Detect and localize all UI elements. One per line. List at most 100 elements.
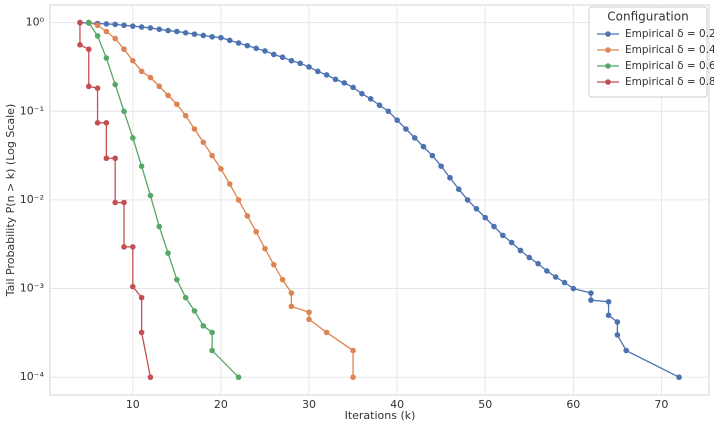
marker [438,163,444,170]
marker [121,244,127,250]
legend-label: Empirical δ = 0.4 [625,44,714,56]
marker [121,199,127,206]
marker [174,276,180,283]
marker [138,329,145,336]
marker [112,35,118,42]
marker [315,68,321,75]
x-tick-label: 30 [302,398,316,411]
marker [94,22,101,29]
marker [385,108,392,115]
marker [209,33,215,40]
grid [50,5,709,395]
marker [235,40,242,46]
marker [535,260,541,267]
marker [306,316,312,323]
marker [165,27,171,34]
x-tick-label: 40 [390,398,404,411]
marker [605,312,612,319]
marker [130,57,136,64]
marker [94,33,101,39]
marker [103,55,110,61]
legend-label: Empirical δ = 0.8 [625,76,714,88]
marker [209,329,215,336]
marker [411,135,418,141]
marker [209,152,215,159]
marker [174,28,180,35]
marker [130,23,136,29]
marker [94,85,101,92]
x-tick-label: 70 [654,398,668,411]
marker [270,261,277,268]
legend-marker [605,31,611,37]
marker [112,155,118,162]
marker [112,81,118,88]
marker [226,37,233,44]
marker [279,54,286,61]
marker [297,60,304,67]
marker [367,96,374,102]
marker [209,347,215,354]
x-tick-label: 20 [214,398,228,411]
marker [235,197,242,203]
legend-title: Configuration [607,10,688,24]
legend-label: Empirical δ = 0.6 [625,60,714,72]
marker [614,332,621,338]
marker [200,139,207,146]
y-tick-label: 10⁻³ [20,282,44,295]
marker [147,25,154,31]
marker [182,112,189,119]
marker [244,42,251,49]
x-tick-label: 10 [126,398,140,411]
marker [455,186,462,193]
marker [226,181,233,187]
marker [103,21,110,27]
y-tick-label: 10⁻⁴ [20,370,45,383]
legend: Configuration Empirical δ = 0.2 Empirical … [588,6,714,98]
marker [306,309,312,316]
marker [350,84,356,91]
marker [138,68,145,75]
marker [244,213,251,219]
legend-marker [605,79,611,85]
marker [394,117,400,123]
marker [121,46,127,53]
marker [191,31,198,37]
marker [103,120,110,126]
marker [121,108,127,115]
marker [174,101,180,108]
marker [500,232,506,239]
series [85,19,242,381]
marker [130,135,136,141]
marker [112,21,118,28]
marker [156,26,163,33]
marker [605,298,612,305]
legend-marker [605,47,611,53]
marker [544,268,550,274]
marker [350,347,356,354]
marker [77,19,83,26]
marker [262,48,268,54]
marker [200,32,207,39]
marker [235,374,242,381]
marker [323,329,330,336]
marker [138,163,145,170]
marker [288,290,295,296]
marker [94,120,101,126]
marker [77,41,83,48]
x-tick-label: 60 [566,398,580,411]
marker [85,19,92,26]
x-axis-label: Iterations (k) [345,409,416,422]
marker [561,279,568,286]
marker [288,303,295,310]
x-tick-label: 50 [478,398,492,411]
marker [218,166,224,172]
marker [103,155,110,162]
marker [526,254,533,261]
marker [262,245,268,252]
marker [376,102,383,109]
marker [121,22,127,29]
marker [552,274,559,280]
marker [156,83,163,90]
marker [491,223,497,230]
